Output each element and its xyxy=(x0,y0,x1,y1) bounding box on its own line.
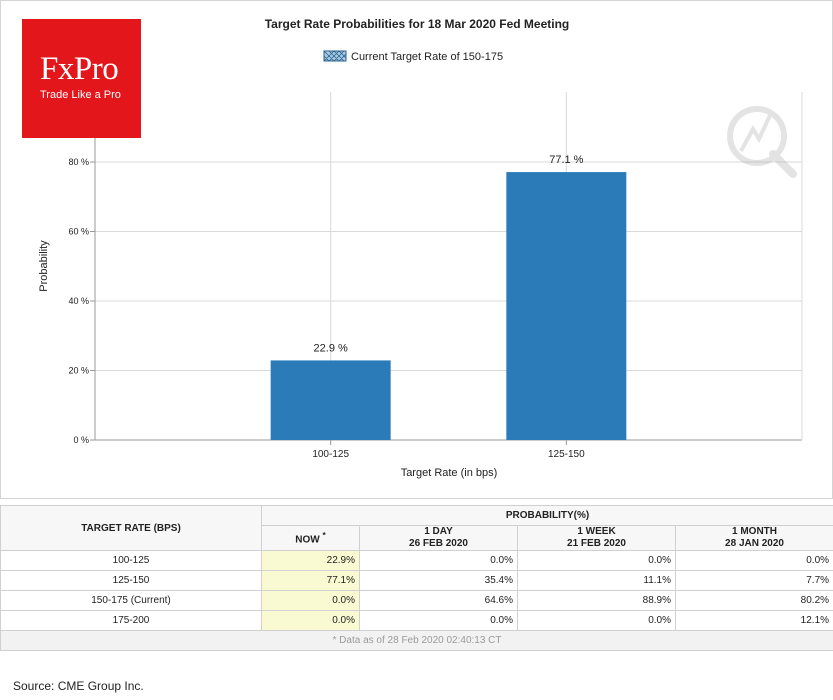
header-1-week: 1 WEEK 21 FEB 2020 xyxy=(517,525,676,551)
table-row: 175-200 0.0% 0.0% 0.0% 12.1% xyxy=(0,610,833,631)
bars: 22.9 % 77.1 % xyxy=(270,154,627,440)
rate-cell: 150-175 (Current) xyxy=(0,590,262,611)
value-cell: 12.1% xyxy=(674,610,833,631)
y-tick-label: 40 % xyxy=(68,296,89,306)
header-1-week-date: 21 FEB 2020 xyxy=(567,538,626,549)
now-cell: 22.9% xyxy=(261,550,360,571)
y-tick-label: 20 % xyxy=(68,366,89,376)
x-tick-label: 125-150 xyxy=(548,449,585,460)
fxpro-logo: FxPro Trade Like a Pro xyxy=(22,19,141,138)
x-axis: 100-125 125-150 xyxy=(312,440,585,460)
x-tick-label: 100-125 xyxy=(312,449,349,460)
header-1-month-date: 28 JAN 2020 xyxy=(725,538,784,549)
data-timestamp-footnote: * Data as of 28 Feb 2020 02:40:13 CT xyxy=(0,630,833,651)
legend-label: Current Target Rate of 150-175 xyxy=(351,51,503,63)
now-cell: 0.0% xyxy=(261,590,360,611)
value-cell: 88.9% xyxy=(517,590,676,611)
logo-brand: FxPro xyxy=(40,51,119,87)
rate-cell: 125-150 xyxy=(0,570,262,591)
y-tick-label: 0 % xyxy=(73,435,89,445)
table-row: 125-150 77.1% 35.4% 11.1% 7.7% xyxy=(0,570,833,591)
header-1-month: 1 MONTH 28 JAN 2020 xyxy=(674,525,833,551)
bar-125-150[interactable] xyxy=(506,172,627,440)
chart-panel: Target Rate Probabilities for 18 Mar 202… xyxy=(0,0,833,499)
y-tick-label: 60 % xyxy=(68,227,89,237)
x-axis-label: Target Rate (in bps) xyxy=(401,467,498,479)
header-now: NOW * xyxy=(261,525,360,551)
header-1-day-label: 1 DAY xyxy=(424,526,453,537)
value-cell: 0.0% xyxy=(359,550,518,571)
header-1-day: 1 DAY 26 FEB 2020 xyxy=(359,525,518,551)
table-row: 150-175 (Current) 0.0% 64.6% 88.9% 80.2% xyxy=(0,590,833,611)
legend[interactable]: Current Target Rate of 150-175 xyxy=(323,50,503,63)
header-now-mark: * xyxy=(322,530,326,541)
header-1-month-label: 1 MONTH xyxy=(732,526,778,537)
value-cell: 7.7% xyxy=(674,570,833,591)
now-cell: 0.0% xyxy=(261,610,360,631)
now-cell: 77.1% xyxy=(261,570,360,591)
probability-table: TARGET RATE (BPS) PROBABILITY(%) NOW * 1… xyxy=(0,505,833,651)
bar-100-125[interactable] xyxy=(270,360,391,440)
value-cell: 0.0% xyxy=(359,610,518,631)
y-tick-label: 80 % xyxy=(68,157,89,167)
table-row: 100-125 22.9% 0.0% 0.0% 0.0% xyxy=(0,550,833,571)
header-1-day-date: 26 FEB 2020 xyxy=(409,538,468,549)
value-cell: 80.2% xyxy=(674,590,833,611)
y-axis-label: Probability xyxy=(38,240,50,292)
chart-title: Target Rate Probabilities for 18 Mar 202… xyxy=(265,17,570,31)
value-cell: 0.0% xyxy=(674,550,833,571)
quikstrike-watermark-icon xyxy=(727,106,797,178)
data-label: 77.1 % xyxy=(549,154,583,166)
source-caption: Source: CME Group Inc. xyxy=(13,679,144,693)
y-axis: 0 % 20 % 40 % 60 % 80 % xyxy=(68,157,95,445)
rate-cell: 100-125 xyxy=(0,550,262,571)
bar-chart: Target Rate Probabilities for 18 Mar 202… xyxy=(38,17,803,479)
header-target-rate: TARGET RATE (BPS) xyxy=(0,505,262,551)
logo-tagline: Trade Like a Pro xyxy=(40,89,121,101)
rate-cell: 175-200 xyxy=(0,610,262,631)
value-cell: 64.6% xyxy=(359,590,518,611)
header-now-label: NOW xyxy=(295,534,320,546)
legend-swatch-pattern xyxy=(323,50,347,62)
value-cell: 0.0% xyxy=(517,610,676,631)
value-cell: 35.4% xyxy=(359,570,518,591)
header-1-week-label: 1 WEEK xyxy=(577,526,616,537)
footnote-row: * Data as of 28 Feb 2020 02:40:13 CT xyxy=(0,630,833,651)
value-cell: 0.0% xyxy=(517,550,676,571)
value-cell: 11.1% xyxy=(517,570,676,591)
header-probability: PROBABILITY(%) xyxy=(260,505,833,526)
probability-table-wrap: TARGET RATE (BPS) PROBABILITY(%) NOW * 1… xyxy=(0,505,833,651)
grid xyxy=(94,92,803,441)
data-label: 22.9 % xyxy=(314,342,348,354)
